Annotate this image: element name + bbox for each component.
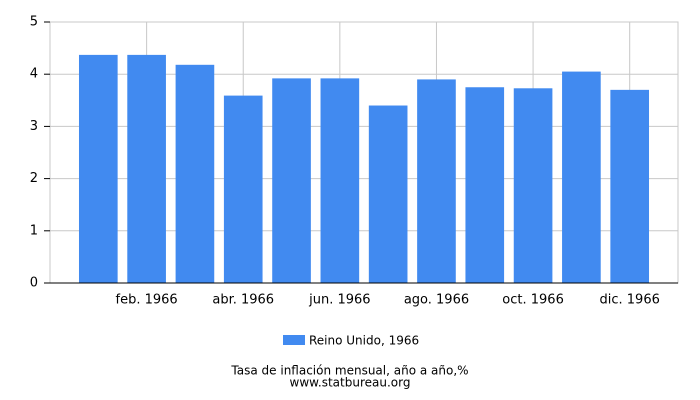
bar [175, 64, 215, 283]
x-tick-label: jun. 1966 [308, 293, 370, 308]
chart-title: Tasa de inflación mensual, año a año,% [230, 364, 468, 378]
source: www.statbureau.org [290, 376, 411, 390]
bar [417, 79, 456, 283]
bar [513, 88, 553, 283]
bar [223, 95, 263, 284]
x-tick-label: dic. 1966 [600, 293, 660, 308]
bar [562, 71, 601, 283]
y-tick-label: 1 [30, 223, 38, 238]
legend-label: Reino Unido, 1966 [309, 334, 419, 348]
y-tick-label: 0 [30, 276, 38, 291]
bar [610, 89, 650, 283]
y-tick-label: 5 [30, 15, 38, 30]
bar [320, 78, 360, 283]
x-tick-label: ago. 1966 [404, 293, 469, 308]
y-tick-label: 2 [30, 171, 38, 186]
bar [368, 105, 408, 284]
y-tick-label: 4 [30, 67, 38, 82]
bar [465, 87, 505, 283]
bar [272, 78, 311, 283]
bar [78, 54, 118, 283]
x-tick-label: abr. 1966 [212, 293, 274, 308]
bar [127, 54, 166, 283]
legend-swatch [283, 335, 305, 345]
x-tick-label: oct. 1966 [502, 293, 564, 308]
y-tick-label: 3 [30, 119, 38, 134]
x-tick-label: feb. 1966 [116, 293, 178, 308]
